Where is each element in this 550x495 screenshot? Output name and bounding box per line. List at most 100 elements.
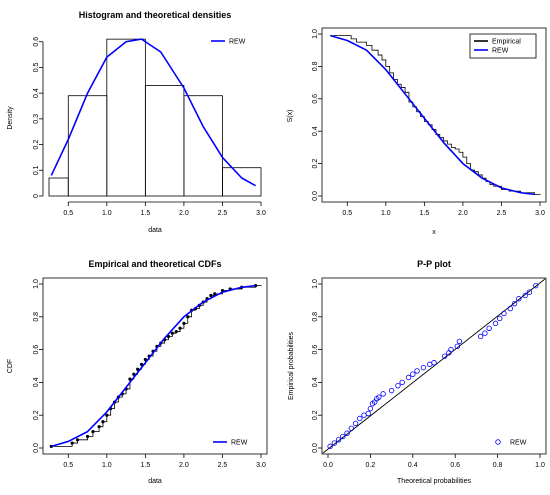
x-tick-label: 0.0 <box>323 462 333 469</box>
histogram-ylabel: Density <box>7 106 14 130</box>
y-tick-label: 0.6 <box>312 345 319 355</box>
pp-point <box>410 371 416 377</box>
y-tick-label: 0.0 <box>312 443 319 453</box>
pp-point <box>335 437 342 443</box>
pp-point <box>357 415 363 422</box>
survival-xlabel: x <box>432 229 436 236</box>
pp-point <box>331 440 338 446</box>
y-tick-label: 0.0 <box>33 443 40 453</box>
x-tick-label: 1.0 <box>102 462 112 469</box>
pp-point <box>522 292 528 299</box>
pp-ylabel: Empirical probabilities <box>288 331 295 400</box>
histogram-bar <box>106 38 146 197</box>
empirical-step <box>330 35 541 195</box>
x-tick-label: 3.0 <box>535 210 545 217</box>
histogram-bar <box>48 177 69 197</box>
y-tick-label: 0.4 <box>33 88 40 98</box>
x-tick-label: 2.0 <box>179 462 189 469</box>
pp-point <box>477 333 484 340</box>
pp-point <box>507 305 514 312</box>
survival-panel: x S(x) 0.5 1.0 1.5 2.0 2.5 3.0 0.0 0.2 0.4 0.6 0.8… <box>287 27 547 236</box>
pp-point <box>327 443 333 450</box>
histogram-bar <box>144 85 185 197</box>
x-tick-label: 3.0 <box>256 462 266 469</box>
pp-point <box>367 405 374 412</box>
reference-line <box>322 278 546 454</box>
y-tick-label: 0.2 <box>33 140 40 150</box>
y-tick-label: 0.1 <box>33 165 40 175</box>
pp-point <box>526 289 533 295</box>
pp-point <box>352 420 359 427</box>
legend-label: REW <box>229 39 246 46</box>
pp-point <box>533 282 539 289</box>
pp-point <box>405 374 412 381</box>
pp-point <box>344 430 350 436</box>
y-tick-label: 0.4 <box>312 377 319 387</box>
pp-point <box>340 433 346 440</box>
y-tick-label: 1.0 <box>312 279 319 289</box>
y-tick-label: 0.6 <box>33 345 40 355</box>
pp-xlabel: Theoretical probabilities <box>397 478 471 485</box>
pp-panel: P-P plot Theoretical probabilities Empir… <box>288 259 547 485</box>
pp-point <box>454 343 461 350</box>
x-tick-label: 0.8 <box>493 462 503 469</box>
x-tick-label: 1.0 <box>381 210 391 217</box>
cdf-ylabel: CDF <box>7 359 14 373</box>
pp-point <box>486 325 492 331</box>
x-tick-label: 0.5 <box>342 210 352 217</box>
y-tick-label: 1.0 <box>312 29 319 39</box>
pp-plot-frame <box>321 277 547 455</box>
pp-point <box>501 310 507 317</box>
cdf-panel: Empirical and theoretical CDFs data CDF … <box>7 259 268 485</box>
x-tick-label: 1.5 <box>419 210 429 217</box>
y-tick-label: 0.8 <box>312 312 319 322</box>
pp-point <box>441 353 448 359</box>
histogram-bar <box>183 95 223 197</box>
survival-plot-frame <box>321 27 547 203</box>
pp-point <box>388 387 395 394</box>
pp-point <box>456 338 463 345</box>
pp-point <box>348 425 355 432</box>
legend-label: REW <box>510 440 527 447</box>
y-tick-label: 0.6 <box>312 94 319 104</box>
histogram-bar <box>222 167 262 197</box>
y-tick-label: 0.4 <box>312 126 319 136</box>
pp-point <box>497 315 503 322</box>
x-tick-label: 1.0 <box>102 210 112 217</box>
pp-point <box>395 382 401 389</box>
histogram-panel: Histogram and theoretical densities data… <box>7 10 266 234</box>
theoretical-curve <box>51 284 256 448</box>
y-tick-label: 0.2 <box>33 410 40 420</box>
legend-box <box>469 33 537 59</box>
y-tick-label: 0.4 <box>33 377 40 387</box>
x-tick-label: 2.0 <box>179 210 189 217</box>
legend-label: Empirical <box>492 39 521 46</box>
x-tick-label: 0.4 <box>408 462 418 469</box>
pp-point <box>365 410 371 417</box>
legend-label: REW <box>492 48 509 55</box>
pp-point <box>448 346 454 353</box>
y-tick-label: 0.8 <box>33 312 40 322</box>
x-tick-label: 1.5 <box>140 210 150 217</box>
pp-point <box>431 360 437 366</box>
pp-point <box>511 300 518 307</box>
cdf-xlabel: data <box>148 478 162 485</box>
legend-marker <box>495 439 501 445</box>
pp-point <box>492 320 499 327</box>
survival-ylabel: S(x) <box>287 110 294 123</box>
y-tick-label: 0.3 <box>33 114 40 124</box>
pp-point <box>516 296 522 302</box>
histogram-xlabel: data <box>148 227 162 234</box>
pp-point <box>414 368 420 374</box>
y-tick-label: 0.8 <box>312 61 319 71</box>
y-tick-label: 1.0 <box>33 279 40 289</box>
pp-point <box>399 379 405 386</box>
x-tick-label: 1.5 <box>140 462 150 469</box>
empirical-step <box>51 285 262 447</box>
x-tick-label: 3.0 <box>256 210 266 217</box>
histogram-bar <box>67 95 108 197</box>
y-tick-label: 0.0 <box>312 191 319 201</box>
histogram-title: Histogram and theoretical densities <box>79 10 232 20</box>
x-tick-label: 0.5 <box>63 462 73 469</box>
y-tick-label: 0.5 <box>33 62 40 72</box>
